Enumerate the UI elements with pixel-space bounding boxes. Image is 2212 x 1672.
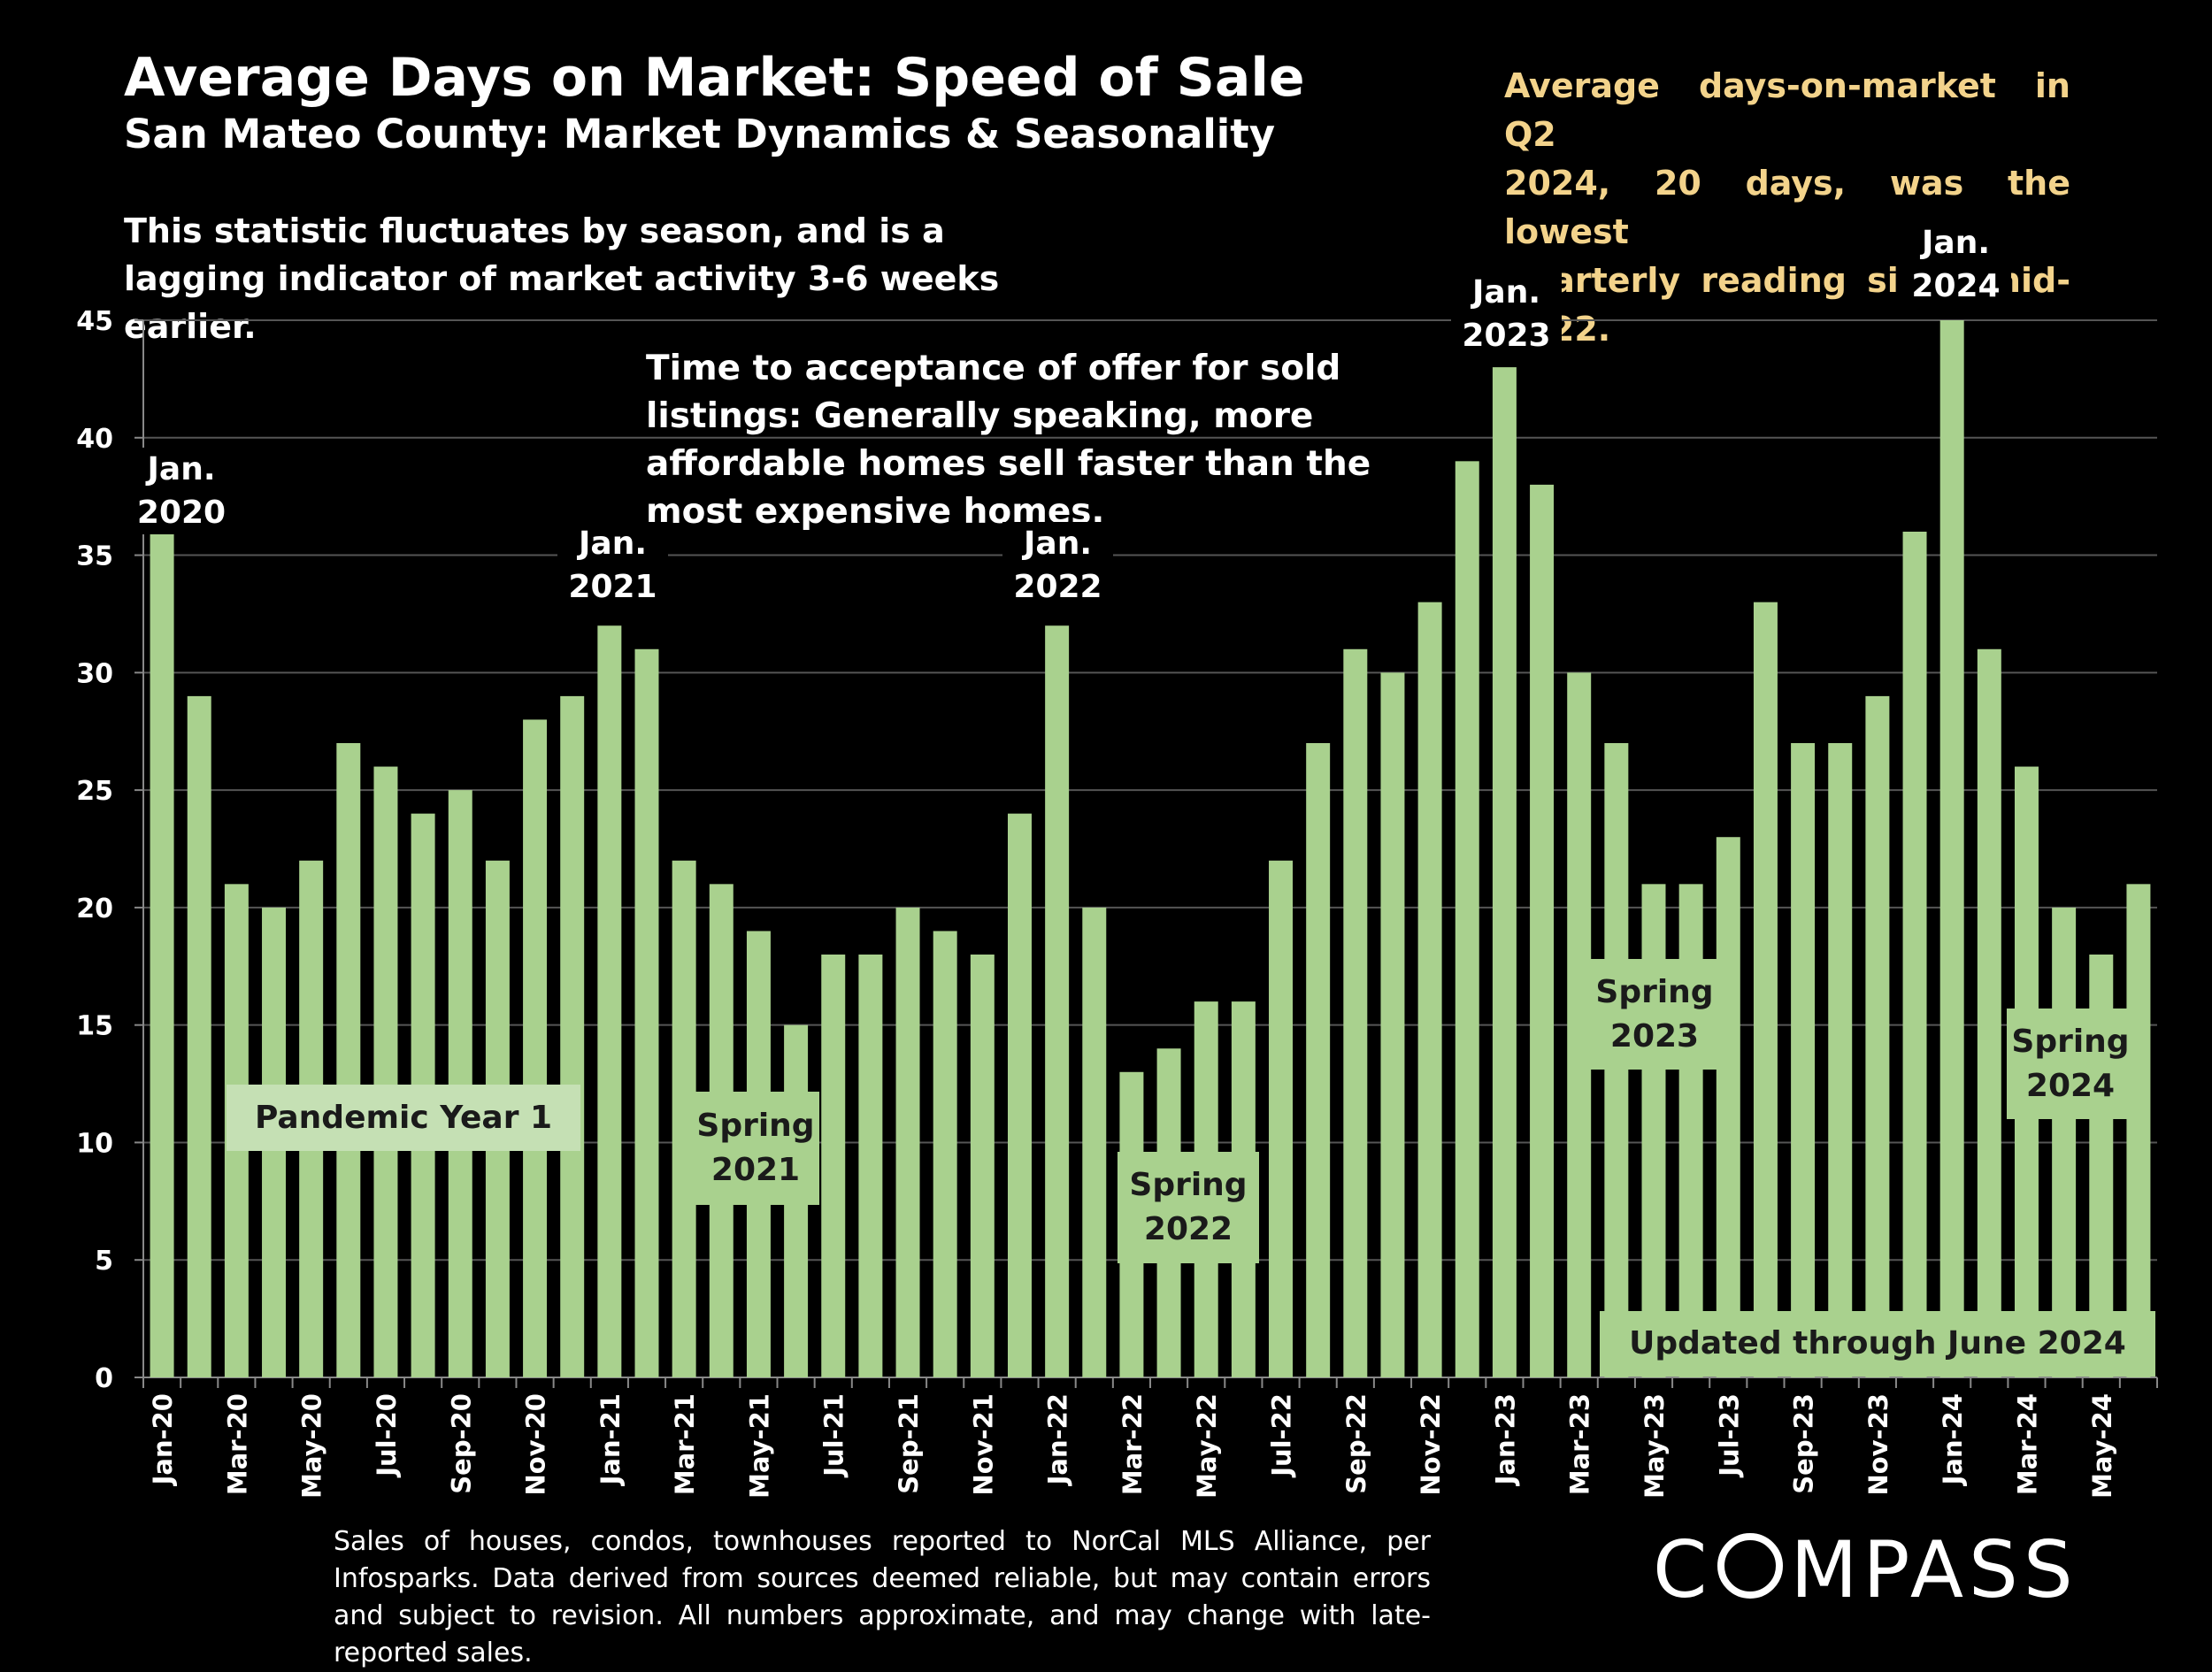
bar-Jan-24 (1939, 320, 1964, 1377)
label-jan-2022: Jan. 2022 (1002, 522, 1113, 609)
bar-Jul-23 (1716, 837, 1740, 1377)
bar-Dec-20 (560, 695, 585, 1377)
bar-Jul-22 (1269, 860, 1294, 1377)
bar-Jun-23 (1678, 884, 1703, 1377)
bar-Aug-21 (858, 955, 883, 1377)
y-tick-label-25: 25 (76, 776, 113, 807)
x-tick-label-Nov-20: Nov-20 (521, 1393, 551, 1496)
bar-Feb-23 (1530, 484, 1555, 1377)
bar-May-23 (1641, 884, 1666, 1377)
bar-Nov-20 (523, 719, 548, 1377)
y-tick-label-45: 45 (76, 306, 113, 337)
x-tick-label-Mar-21: Mar-21 (670, 1393, 700, 1495)
x-tick-label-May-23: May-23 (1640, 1393, 1670, 1499)
pandemic-year-1-label: Pandemic Year 1 (227, 1085, 580, 1151)
x-tick-label-Jan-22: Jan-22 (1043, 1393, 1073, 1486)
label-jan-2024: Jan. 2024 (1901, 221, 2011, 308)
bar-Aug-22 (1306, 743, 1331, 1377)
x-tick-label-Jan-24: Jan-24 (1938, 1393, 1968, 1486)
x-tick-label-Jan-23: Jan-23 (1490, 1393, 1520, 1486)
bar-chart: 0 5 10 15 20 25 30 35 40 45 Jan-20 Mar-20 May-20 Jul-… (76, 306, 2158, 1499)
bar-Jan-21 (597, 625, 622, 1377)
x-tick-label-Mar-22: Mar-22 (1118, 1393, 1148, 1495)
x-tick-label-Sep-23: Sep-23 (1789, 1393, 1819, 1494)
source-footnote: Sales of houses, condos, townhouses repo… (334, 1526, 1431, 1668)
spring-2023-label: Spring 2023 (1591, 959, 1718, 1070)
bar-Oct-23 (1828, 743, 1853, 1377)
x-tick-label-Sep-20: Sep-20 (446, 1393, 476, 1494)
chart-subtitle: San Mateo County: Market Dynamics & Seas… (124, 111, 1276, 157)
spring-2022-label: Spring 2022 (1118, 1152, 1259, 1263)
x-tick-label-Nov-22: Nov-22 (1416, 1393, 1446, 1496)
x-tick-label-Sep-21: Sep-21 (894, 1393, 924, 1494)
x-tick-label-Nov-23: Nov-23 (1863, 1393, 1893, 1496)
x-tick-label-May-22: May-22 (1192, 1393, 1222, 1499)
bar-Feb-22 (1082, 907, 1107, 1377)
seasonality-note: This statistic fluctuates by season, and… (124, 211, 1000, 346)
y-tick-label-30: 30 (76, 658, 113, 689)
bar-Jun-20 (336, 743, 361, 1377)
x-tick-label-Jul-22: Jul-22 (1267, 1393, 1297, 1478)
x-tick-label-Mar-24: Mar-24 (2012, 1393, 2042, 1495)
bar-Aug-23 (1753, 602, 1778, 1377)
y-tick-label-0: 0 (95, 1363, 113, 1394)
bar-Jul-20 (373, 766, 398, 1377)
bar-Jul-21 (821, 955, 846, 1377)
x-tick-label-May-24: May-24 (2087, 1393, 2117, 1499)
x-tick-label-Jul-20: Jul-20 (372, 1393, 402, 1478)
label-jan-2020: Jan. 2020 (133, 448, 230, 534)
spring-2021-label: Spring 2021 (692, 1092, 819, 1205)
q2-callout-line-2: 2024, 20 days, was the lowest (1504, 164, 2070, 251)
updated-through-label: Updated through June 2024 (1600, 1311, 2155, 1377)
bar-Jan-22 (1045, 625, 1070, 1377)
bar-Dec-23 (1902, 532, 1927, 1377)
bar-Nov-22 (1417, 602, 1442, 1377)
bar-Oct-22 (1380, 672, 1405, 1377)
logo-ring-icon (1717, 1533, 1784, 1599)
spring-2024-label: Spring 2024 (2007, 1009, 2134, 1119)
bar-Nov-21 (970, 955, 995, 1377)
bar-Dec-22 (1455, 461, 1479, 1378)
bar-Sep-21 (895, 907, 920, 1377)
bar-Feb-20 (187, 695, 211, 1377)
x-tick-label-May-21: May-21 (744, 1393, 774, 1499)
y-tick-label-20: 20 (76, 894, 113, 924)
x-tick-label-May-20: May-20 (297, 1393, 327, 1499)
x-tick-label-Jul-21: Jul-21 (819, 1393, 849, 1478)
offer-acceptance-note: Time to acceptance of offer for sold lis… (646, 349, 1371, 532)
q2-callout-line-1: Average days-on-market in Q2 (1504, 66, 2070, 154)
bar-Apr-24 (2052, 907, 2077, 1377)
bar-Mar-23 (1567, 672, 1592, 1377)
bar-Feb-21 (634, 648, 659, 1377)
bar-Sep-22 (1343, 648, 1368, 1377)
bar-Jun-24 (2126, 884, 2151, 1377)
y-tick-label-5: 5 (95, 1246, 113, 1277)
bar-Sep-20 (448, 790, 472, 1377)
x-tick-label-Mar-20: Mar-20 (222, 1393, 252, 1495)
label-jan-2023: Jan. 2023 (1451, 271, 1562, 357)
label-jan-2021: Jan. 2021 (557, 522, 668, 609)
bar-Feb-24 (1977, 648, 2001, 1377)
x-tick-label-Jan-21: Jan-21 (595, 1393, 626, 1486)
chart-title: Average Days on Market: Speed of Sale (124, 47, 1305, 109)
bar-Oct-21 (933, 931, 957, 1377)
compass-logo: C MPASS (1653, 1524, 2078, 1615)
bar-Sep-23 (1791, 743, 1816, 1377)
x-tick-label-Sep-22: Sep-22 (1341, 1393, 1371, 1494)
x-tick-label-Jan-20: Jan-20 (148, 1393, 178, 1486)
x-tick-label-Nov-21: Nov-21 (968, 1393, 998, 1496)
bar-Jan-20 (150, 532, 174, 1377)
bar-Jan-23 (1492, 367, 1517, 1378)
y-tick-label-10: 10 (76, 1128, 113, 1159)
y-tick-label-15: 15 (76, 1011, 113, 1042)
bar-Dec-21 (1007, 813, 1032, 1377)
x-tick-label-Jul-23: Jul-23 (1714, 1393, 1744, 1478)
x-tick-label-Mar-23: Mar-23 (1565, 1393, 1595, 1495)
bar-Nov-23 (1865, 695, 1890, 1377)
y-tick-label-40: 40 (76, 424, 113, 455)
y-tick-label-35: 35 (76, 541, 113, 572)
